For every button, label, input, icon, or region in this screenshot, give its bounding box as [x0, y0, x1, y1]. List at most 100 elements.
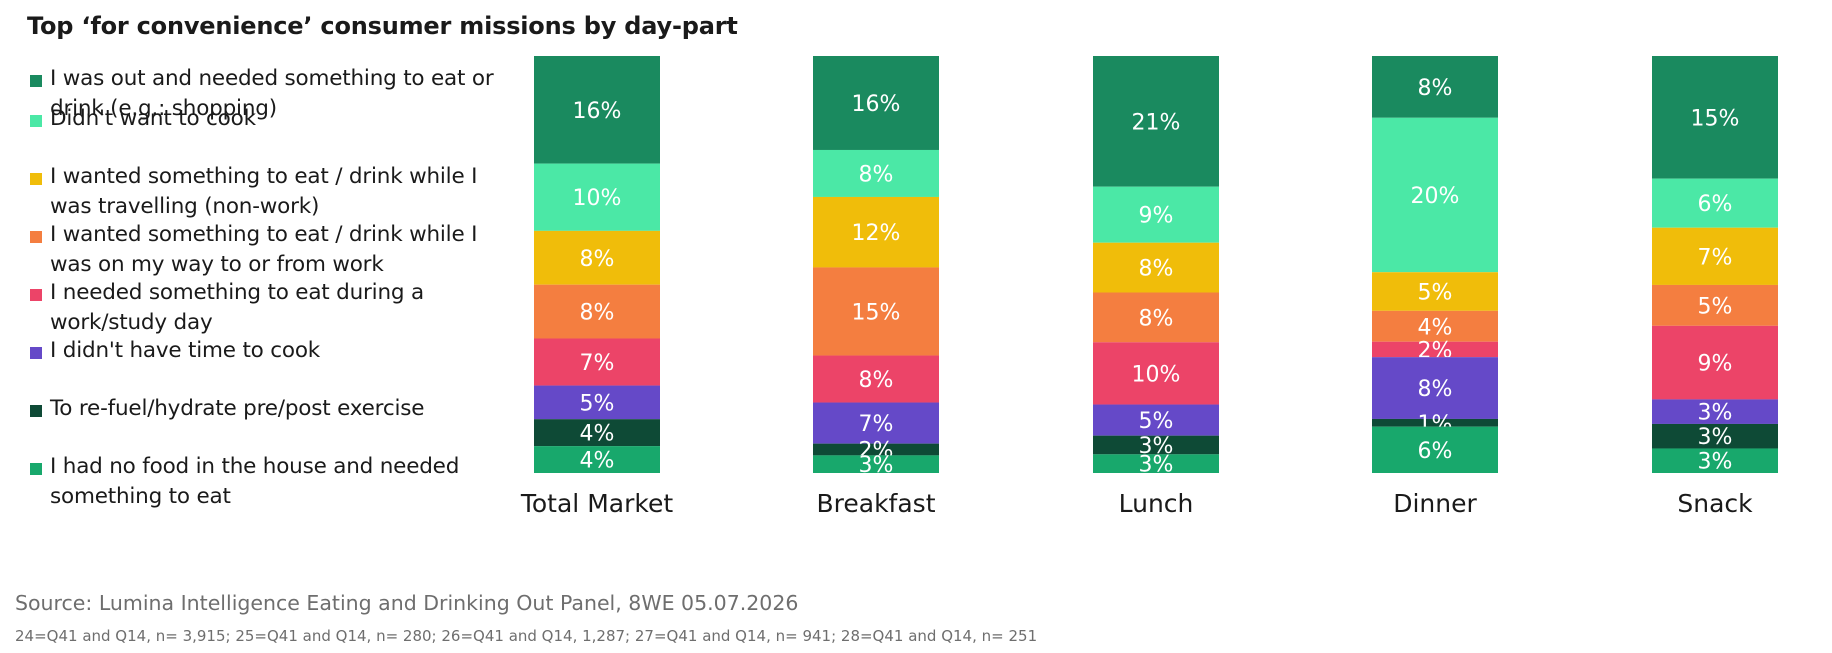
data-label: 3% [1698, 425, 1733, 450]
bar-segment [1372, 272, 1498, 311]
data-label: 4% [580, 422, 615, 447]
source-note: Source: Lumina Intelligence Eating and D… [15, 591, 799, 615]
legend-label: I wanted something to eat / drink while … [50, 164, 478, 219]
legend-label: I was out and needed something to eat or… [50, 66, 494, 121]
category-label: Total Market [520, 489, 673, 518]
bar-segment [1372, 310, 1498, 342]
bar-segment [1652, 284, 1778, 326]
data-label: 8% [1139, 306, 1174, 331]
bar-segment [1652, 56, 1778, 179]
bar-segment [534, 284, 660, 339]
data-label: 10% [573, 186, 622, 211]
legend-label: I didn't have time to cook [50, 338, 321, 363]
legend-swatch [30, 115, 42, 127]
data-label: 8% [859, 368, 894, 393]
data-label: 5% [1698, 294, 1733, 319]
data-label: 6% [1698, 192, 1733, 217]
bar-segment [1372, 117, 1498, 273]
legend-swatch [30, 75, 42, 87]
bar-segment [1093, 404, 1219, 436]
data-label: 7% [859, 412, 894, 437]
data-label: 7% [580, 351, 615, 376]
data-label: 15% [852, 300, 901, 325]
category-label: Dinner [1393, 489, 1477, 518]
legend-label: I needed something to eat during a work/… [50, 280, 424, 335]
data-label: 3% [1139, 453, 1174, 478]
bar-segment [534, 385, 660, 420]
data-label: 8% [580, 247, 615, 272]
bar-segment [1652, 325, 1778, 400]
data-label: 5% [580, 391, 615, 416]
bar-segment [534, 446, 660, 473]
data-label: 4% [580, 449, 615, 474]
bar-segment [813, 149, 939, 197]
category-label: Snack [1677, 489, 1753, 518]
bar-segment [1093, 292, 1219, 343]
data-label: 7% [1698, 245, 1733, 270]
legend-swatch [30, 347, 42, 359]
data-label: 15% [1691, 106, 1740, 131]
bar-segment [1093, 56, 1219, 187]
legend-swatch [30, 173, 42, 185]
bar-segment [1372, 418, 1498, 427]
bar-segment [1093, 242, 1219, 293]
bar-segment [813, 402, 939, 444]
bar-segment [1093, 342, 1219, 405]
legend-label: I had no food in the house and needed so… [50, 454, 460, 509]
data-label: 8% [1418, 377, 1453, 402]
sample-size-note: 24=Q41 and Q14, n= 3,915; 25=Q41 and Q14… [15, 627, 1038, 645]
bar-segment [534, 338, 660, 386]
chart-title: Top ‘for convenience’ consumer missions … [27, 12, 738, 40]
data-label: 10% [1132, 362, 1181, 387]
bar-segment [813, 355, 939, 403]
data-label: 3% [859, 453, 894, 478]
data-label: 8% [1139, 257, 1174, 282]
data-label: 3% [1698, 450, 1733, 475]
bar-segment [1652, 399, 1778, 424]
bar-segment [534, 230, 660, 285]
data-label: 20% [1411, 184, 1460, 209]
bar-segment [1652, 423, 1778, 449]
data-label: 16% [852, 92, 901, 117]
data-label: 9% [1698, 352, 1733, 377]
bar-segment [813, 56, 939, 150]
bar-segment [1372, 426, 1498, 473]
bar-segment [813, 455, 939, 473]
data-label: 12% [852, 221, 901, 246]
category-label: Lunch [1119, 489, 1194, 518]
data-label: 4% [1418, 315, 1453, 340]
data-label: 8% [580, 301, 615, 326]
bar-segment [1093, 435, 1219, 455]
data-label: 21% [1132, 110, 1181, 135]
bar-segment [534, 56, 660, 164]
data-label: 3% [1698, 401, 1733, 426]
data-label: 5% [1139, 409, 1174, 434]
data-label: 8% [859, 162, 894, 187]
bar-segment [813, 196, 939, 268]
bar-segment [1093, 454, 1219, 473]
legend-swatch [30, 231, 42, 243]
data-label: 8% [1418, 76, 1453, 101]
legend-label: I wanted something to eat / drink while … [50, 222, 478, 277]
category-label: Breakfast [816, 489, 935, 518]
bar-segment [1652, 448, 1778, 473]
legend-swatch [30, 289, 42, 301]
legend-swatch [30, 405, 42, 417]
data-label: 9% [1139, 204, 1174, 229]
legend-swatch [30, 463, 42, 475]
legend-label: To re-fuel/hydrate pre/post exercise [50, 396, 425, 421]
bar-segment [1372, 56, 1498, 118]
bar-segment [534, 419, 660, 447]
bar-segment [813, 443, 939, 456]
stacked-bar-chart: 16%10%8%8%7%5%4%4%Total Market16%8%12%15… [520, 56, 1778, 518]
bar-segment [1372, 341, 1498, 358]
data-label: 6% [1418, 439, 1453, 464]
data-label: 16% [573, 99, 622, 124]
bar-segment [1652, 227, 1778, 285]
bar-segment [1093, 186, 1219, 243]
bar-segment [534, 163, 660, 231]
bar-segment [1652, 178, 1778, 228]
data-label: 5% [1418, 281, 1453, 306]
legend-label: Didn't want to cook [50, 106, 256, 131]
bar-segment [813, 267, 939, 356]
